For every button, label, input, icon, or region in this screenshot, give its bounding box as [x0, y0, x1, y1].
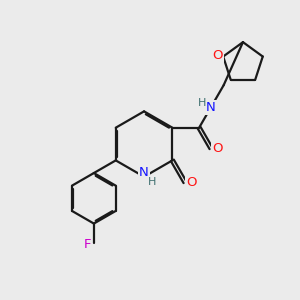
- Text: O: O: [212, 49, 223, 62]
- Text: N: N: [139, 167, 149, 179]
- Text: H: H: [198, 98, 206, 108]
- Text: O: O: [212, 142, 223, 155]
- Text: F: F: [84, 238, 91, 251]
- Text: H: H: [148, 177, 156, 187]
- Text: O: O: [186, 176, 197, 189]
- Text: N: N: [206, 100, 216, 114]
